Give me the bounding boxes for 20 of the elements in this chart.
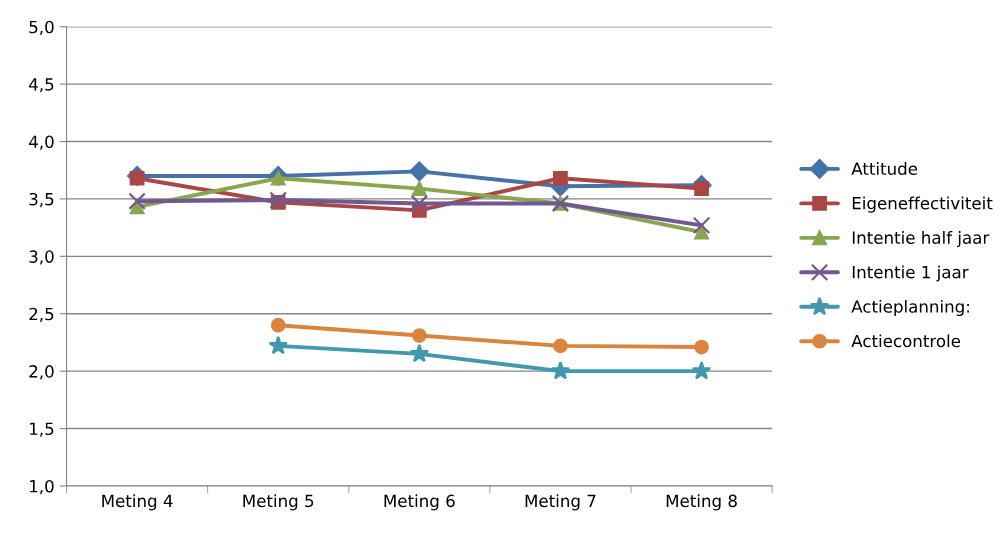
- y-tick-label: 3,0: [29, 250, 54, 265]
- y-tick-label: 2,5: [29, 307, 54, 322]
- y-tick-label: 4,0: [29, 135, 54, 150]
- y-tick-label: 1,0: [30, 479, 54, 495]
- y-tick-label: 3,5: [29, 192, 54, 208]
- legend-label: Attitude: [851, 162, 918, 175]
- legend-label: Intentie half jaar: [852, 231, 990, 248]
- x-tick-label: Meting 5: [243, 494, 314, 511]
- legend-label: Actieplanning:: [851, 299, 969, 317]
- legend-label: Actiecontrole: [851, 334, 961, 348]
- x-tick-label: Meting 6: [384, 494, 455, 511]
- y-tick-label: 2,0: [29, 365, 54, 380]
- y-tick-label: 5,0: [29, 20, 54, 35]
- legend-label: Intentie 1 jaar: [852, 265, 969, 282]
- legend-label: Eigeneffectiviteit: [852, 196, 993, 213]
- x-tick-label: Meting 4: [102, 494, 173, 511]
- y-tick-label: 1,5: [30, 422, 54, 437]
- y-tick-label: 4,5: [29, 78, 54, 93]
- x-tick-label: Meting 7: [525, 494, 596, 511]
- x-tick-label: Meting 8: [666, 494, 737, 511]
